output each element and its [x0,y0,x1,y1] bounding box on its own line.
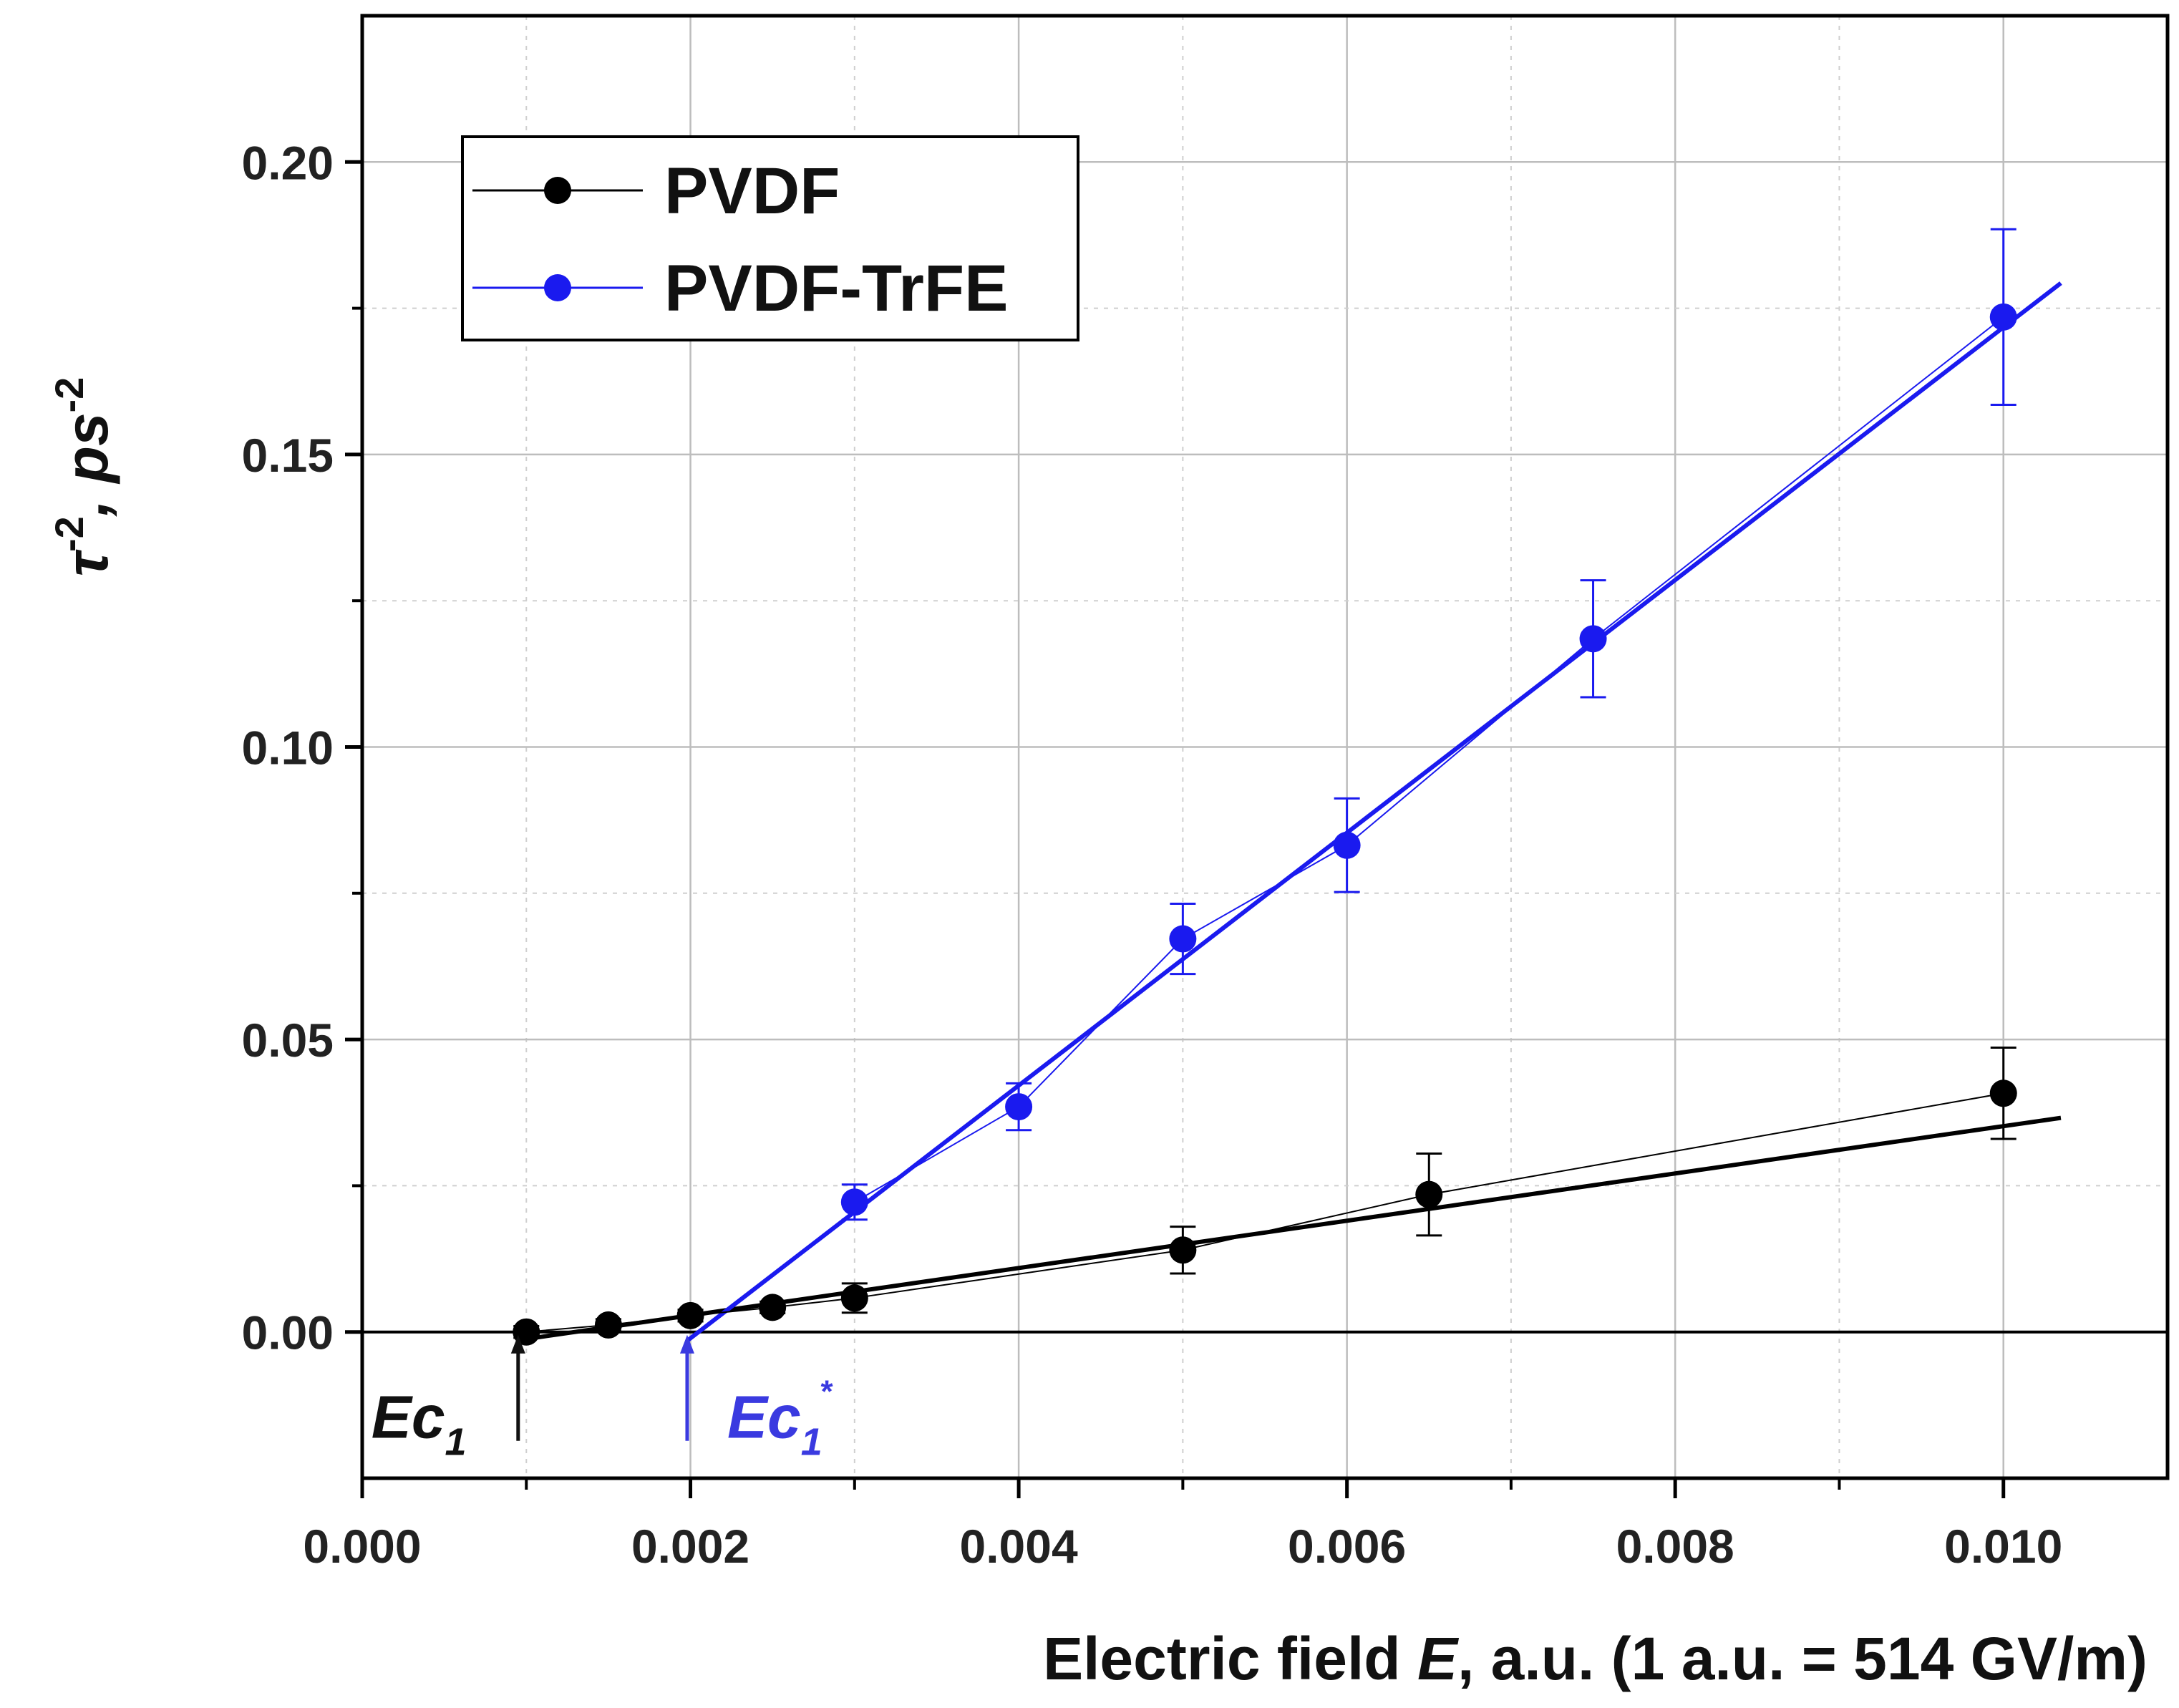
legend-marker-pvdf-trfe [544,274,571,301]
arrow-head [679,1334,694,1354]
x-tick-label: 0.000 [303,1520,421,1573]
y-tick-label: 0.10 [242,722,334,775]
x-axis-title-variable: E [1417,1625,1460,1692]
annotation-label: Ec1* [727,1374,833,1464]
series-line-pvdf [526,1092,2004,1333]
data-point-pvdf [840,1284,868,1312]
data-point-pvdf [1415,1180,1443,1208]
data-point-pvdf [1169,1236,1197,1264]
annotation-label: Ec1 [372,1384,467,1464]
arrow-head [510,1334,525,1354]
y-axis-title-unit: , ps [53,412,120,517]
axis-ticks: 0.000 0.002 0.004 0.006 0.008 0.010 0.00 0.05 0.… [242,136,2063,1573]
x-tick-label: 0.010 [1944,1520,2062,1573]
data-point-pvdf-trfe [1333,831,1361,859]
y-tick-label: 0.05 [242,1014,334,1067]
fit-line-pvdf [525,1115,2062,1341]
y-tick-label: 0.20 [242,136,334,189]
fit-line-pvdf-trfe [686,281,2062,1343]
x-axis-title: Electric field E, a.u. (1 a.u. = 514 GV/… [1043,1625,2148,1692]
data-point-pvdf-trfe [1169,925,1197,953]
data-point-pvdf [676,1301,704,1329]
x-axis-title-prefix: Electric field [1043,1625,1417,1692]
legend-box [461,135,1079,341]
x-tick-label: 0.002 [631,1520,749,1573]
legend-label-pvdf-trfe: PVDF-TrFE [664,252,1008,325]
data-point-pvdf-trfe [1989,303,2017,331]
annotation-superscript: * [820,1374,833,1409]
data-point-pvdf-trfe [840,1188,868,1216]
data-point-pvdf [759,1294,787,1321]
axis-titles: Electric field E, a.u. (1 a.u. = 514 GV/… [47,377,2148,1692]
y-tick-label: 0.00 [242,1306,334,1359]
fit-lines [525,281,2062,1343]
data-point-pvdf [1989,1079,2017,1107]
annotation-subscript: 1 [801,1421,822,1464]
y-axis-title-tau: τ [53,549,120,576]
x-axis-title-suffix: , a.u. (1 a.u. = 514 GV/m) [1457,1625,2148,1692]
x-tick-label: 0.006 [1288,1520,1406,1573]
data-point-pvdf-trfe [1005,1093,1033,1121]
annotation-subscript: 1 [445,1421,467,1464]
legend-label-pvdf: PVDF [664,155,840,228]
series-line-pvdf-trfe [854,316,2004,1203]
y-axis-title: τ-2, ps-2 [47,377,120,577]
data-point-pvdf-trfe [1579,625,1607,653]
x-tick-label: 0.008 [1616,1520,1734,1573]
legend: PVDF PVDF-TrFE [461,135,1079,341]
data-point-pvdf [594,1311,622,1339]
data-points [513,228,2017,1346]
y-axis-title-exp1: -2 [47,516,92,552]
x-tick-label: 0.004 [960,1520,1078,1573]
annotations: Ec1 Ec1* [372,1334,833,1464]
y-axis-title-exp2: -2 [47,377,92,413]
legend-marker-pvdf [544,177,571,204]
y-tick-label: 0.15 [242,429,334,482]
